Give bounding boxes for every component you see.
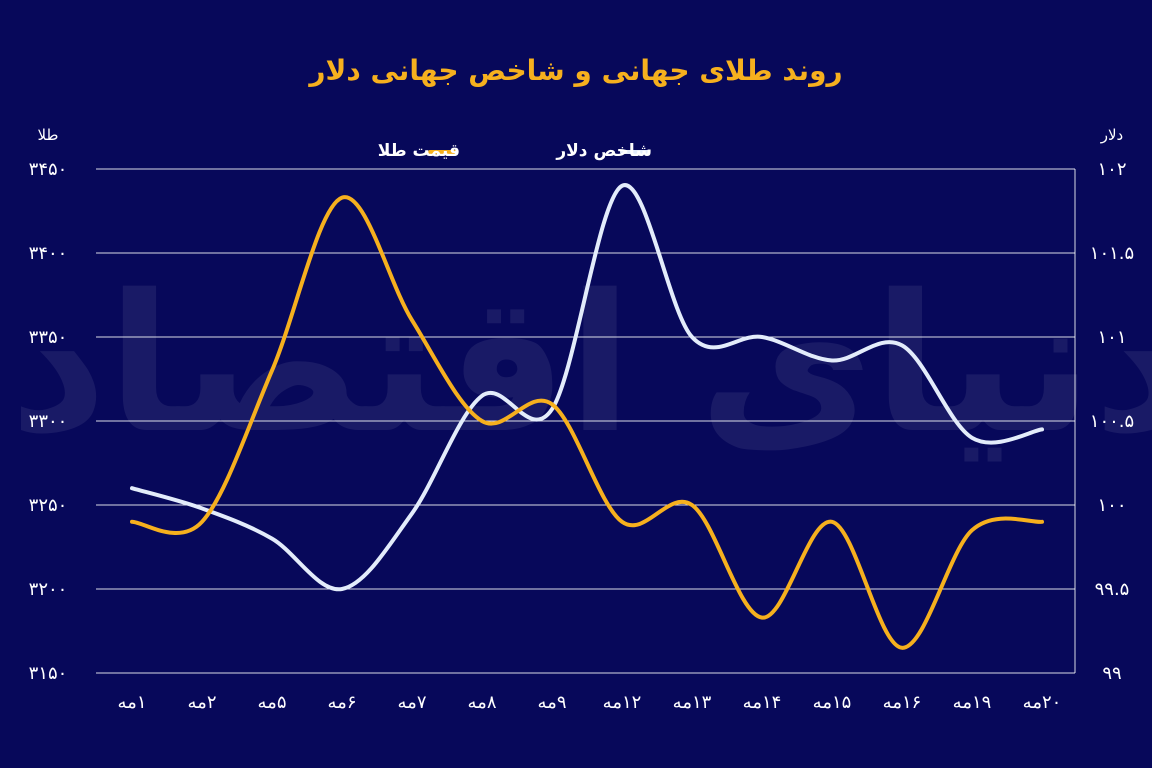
legend-label: قیمت طلا — [378, 141, 460, 161]
dollar-index-line — [130, 183, 1044, 592]
y-left-tick-label: ۳۳۰۰ — [29, 411, 68, 432]
x-tick-label: ۸مه — [468, 692, 497, 713]
x-tick-label: ۲مه — [188, 692, 217, 713]
y-left-tick-label: ۳۳۵۰ — [29, 327, 68, 348]
y-right-tick-label: ۹۹.۵ — [1095, 579, 1130, 600]
y-right-tick-label: ۱۰۰.۵ — [1090, 411, 1134, 432]
x-tick-label: ۱مه — [118, 692, 147, 713]
y-right-tick-label: ۱۰۰ — [1097, 495, 1126, 516]
y-left-tick-label: ۳۱۵۰ — [29, 663, 68, 684]
gold-price-line — [130, 195, 1044, 650]
y-left-tick-label: ۳۴۰۰ — [29, 243, 68, 264]
x-tick-label: ۲۰مه — [1023, 692, 1062, 713]
x-tick-label: ۱۹مه — [953, 692, 992, 713]
x-tick-label: ۵مه — [258, 692, 287, 713]
x-tick-label: ۷مه — [398, 692, 427, 713]
y-right-tick-label: ۱۰۱.۵ — [1090, 243, 1134, 264]
y-left-tick-label: ۳۲۵۰ — [29, 495, 68, 516]
watermark-text: دنیای اقتصاد — [9, 254, 1152, 475]
x-tick-label: ۱۲مه — [603, 692, 642, 713]
x-tick-label: ۱۶مه — [883, 692, 922, 713]
x-tick-label: ۱۴مه — [743, 692, 782, 713]
x-tick-label: ۱۳مه — [673, 692, 712, 713]
y-right-axis-label: دلار — [1100, 126, 1123, 144]
y-right-tick-label: ۱۰۲ — [1097, 159, 1126, 180]
legend-label: شاخص دلار — [555, 141, 652, 161]
x-tick-label: ۱۵مه — [813, 692, 852, 713]
chart-title: روند طلای جهانی و شاخص جهانی دلار — [307, 54, 842, 87]
y-left-tick-label: ۳۲۰۰ — [29, 579, 68, 600]
y-left-axis-label: طلا — [38, 126, 59, 144]
y-left-tick-label: ۳۴۵۰ — [29, 159, 68, 180]
x-tick-label: ۹مه — [538, 692, 567, 713]
x-tick-label: ۶مه — [328, 692, 357, 713]
y-right-tick-label: ۹۹ — [1102, 663, 1121, 684]
y-right-tick-label: ۱۰۱ — [1097, 327, 1126, 348]
